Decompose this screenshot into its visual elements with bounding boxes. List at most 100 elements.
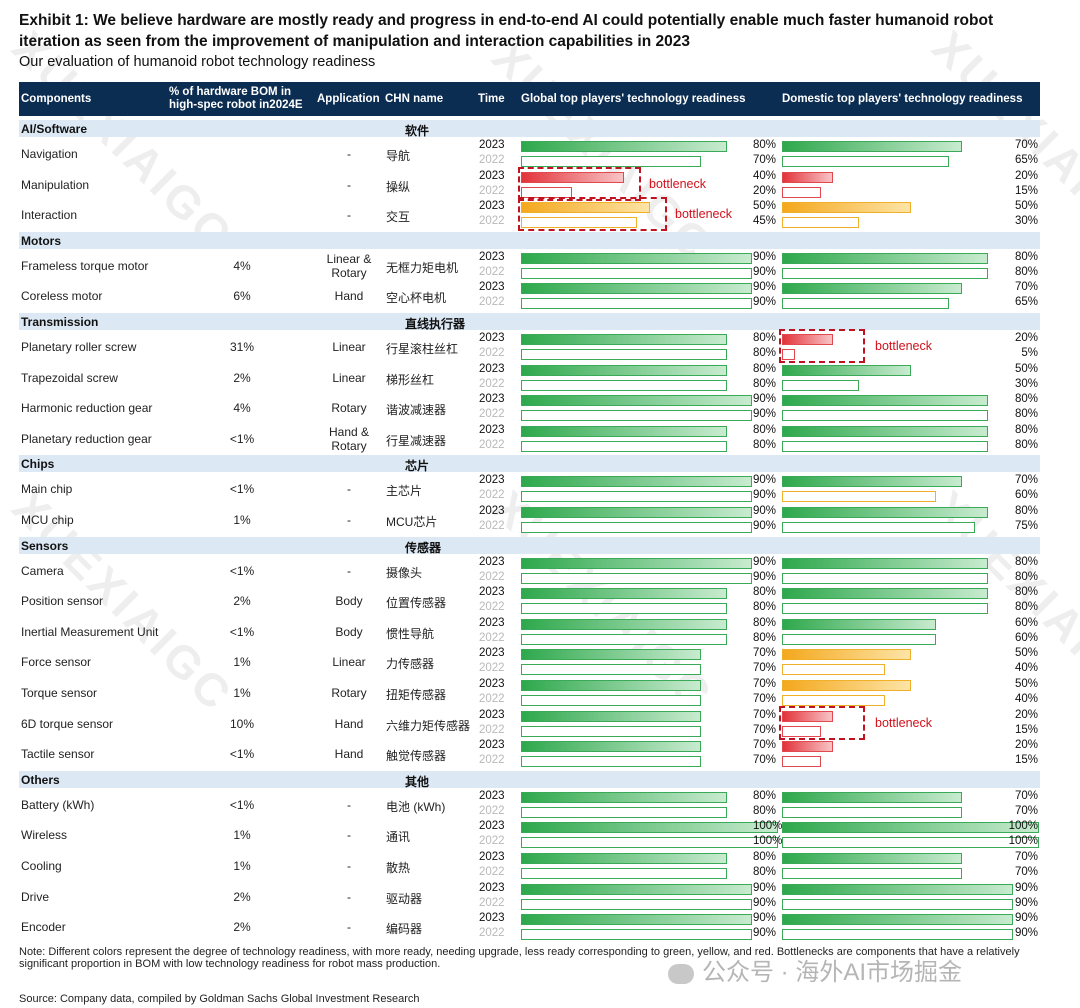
global-bar-2022 bbox=[521, 603, 727, 615]
domestic-bar-2023 bbox=[782, 618, 936, 630]
group-name: Transmission bbox=[21, 315, 99, 329]
global-pct-2022: 90% bbox=[753, 408, 777, 421]
global-pct-2023: 80% bbox=[753, 362, 777, 375]
domestic-pct-2023: 20% bbox=[1014, 169, 1038, 182]
domestic-bar-2022 bbox=[782, 410, 988, 422]
year-2023: 2023 bbox=[479, 505, 505, 517]
domestic-pct-2022: 80% bbox=[1014, 601, 1038, 614]
year-2023: 2023 bbox=[479, 912, 505, 925]
component-name: Encoder bbox=[21, 920, 66, 935]
global-pct-2023: 90% bbox=[753, 393, 777, 406]
domestic-bar-2022 bbox=[782, 491, 936, 503]
header-time: Time bbox=[478, 93, 505, 105]
component-name: Cooling bbox=[21, 859, 62, 873]
component-name: Main chip bbox=[21, 482, 73, 497]
component-name: Torque sensor bbox=[21, 686, 98, 700]
year-2023: 2023 bbox=[479, 423, 505, 436]
year-2022: 2022 bbox=[479, 896, 505, 909]
chn-name: 行星滚柱丝杠 bbox=[386, 342, 459, 356]
global-bar-2022 bbox=[521, 379, 727, 391]
global-pct-2022: 90% bbox=[753, 489, 777, 502]
domestic-pct-2022: 90% bbox=[1014, 896, 1038, 909]
application: Linear bbox=[332, 655, 366, 670]
global-pct-2023: 80% bbox=[753, 332, 777, 344]
year-2022: 2022 bbox=[479, 347, 505, 359]
chn-name: 谐波减速器 bbox=[386, 403, 447, 418]
global-bar-2023 bbox=[521, 649, 701, 661]
bom-share: 1% bbox=[233, 686, 251, 700]
application: Hand bbox=[334, 747, 364, 762]
year-2022: 2022 bbox=[479, 835, 505, 848]
global-bar-2023 bbox=[521, 883, 752, 895]
application: Hand & Rotary bbox=[328, 424, 370, 453]
group-chn-name: 传感器 bbox=[405, 540, 442, 555]
global-bar-2022 bbox=[521, 410, 752, 422]
domestic-bar-2023 bbox=[782, 395, 988, 407]
chn-name: 编码器 bbox=[386, 922, 423, 937]
global-pct-2023: 90% bbox=[753, 555, 777, 568]
global-bar-2023 bbox=[521, 588, 727, 600]
global-pct-2023: 90% bbox=[753, 250, 777, 263]
domestic-pct-2022: 80% bbox=[1014, 570, 1038, 583]
bom-share: 2% bbox=[233, 370, 251, 385]
component-name: Planetary roller screw bbox=[21, 340, 137, 354]
domestic-pct-2023: 70% bbox=[1014, 474, 1038, 487]
component-name: Harmonic reduction gear bbox=[21, 401, 153, 416]
domestic-bar-2022 bbox=[782, 217, 859, 229]
chn-name: 摄像头 bbox=[386, 565, 423, 580]
component-name: Frameless torque motor bbox=[21, 258, 149, 273]
global-pct-2022: 80% bbox=[753, 601, 777, 614]
global-bar-2022 bbox=[521, 440, 727, 452]
chn-name: 驱动器 bbox=[386, 891, 423, 906]
domestic-pct-2022: 80% bbox=[1014, 408, 1038, 421]
domestic-pct-2022: 75% bbox=[1014, 520, 1038, 532]
header-chn: CHN name bbox=[385, 93, 444, 105]
year-2023: 2023 bbox=[479, 678, 505, 690]
group-header: Chips 芯片 bbox=[19, 455, 1040, 473]
header-components: Components bbox=[21, 93, 92, 105]
component-name: Wireless bbox=[21, 828, 68, 843]
chn-name: 力传感器 bbox=[386, 657, 435, 672]
global-pct-2023: 80% bbox=[753, 616, 777, 629]
component-name: Coreless motor bbox=[21, 289, 103, 304]
application: - bbox=[347, 208, 351, 223]
year-2022: 2022 bbox=[479, 927, 505, 940]
chn-name: 操纵 bbox=[386, 179, 411, 194]
year-2022: 2022 bbox=[479, 662, 505, 675]
domestic-pct-2023: 80% bbox=[1014, 586, 1038, 599]
year-2023: 2023 bbox=[479, 169, 505, 182]
domestic-bar-2023 bbox=[782, 283, 962, 295]
global-pct-2022: 80% bbox=[753, 377, 777, 390]
global-pct-2022: 20% bbox=[753, 184, 777, 197]
domestic-pct-2022: 65% bbox=[1014, 296, 1038, 309]
domestic-bar-2023 bbox=[782, 171, 833, 183]
year-2023: 2023 bbox=[479, 139, 505, 151]
domestic-bar-2022 bbox=[782, 572, 988, 584]
domestic-pct-2023: 80% bbox=[1014, 423, 1038, 436]
global-pct-2023: 90% bbox=[753, 281, 777, 294]
global-bar-2023 bbox=[521, 283, 752, 295]
domestic-pct-2023: 20% bbox=[1014, 332, 1038, 344]
domestic-pct-2023: 70% bbox=[1014, 851, 1038, 863]
domestic-bar-2023 bbox=[782, 507, 988, 518]
year-2023: 2023 bbox=[479, 250, 505, 263]
global-pct-2023: 80% bbox=[753, 423, 777, 436]
global-bar-2022 bbox=[521, 349, 727, 360]
domestic-bar-2023 bbox=[782, 557, 988, 569]
domestic-bar-2023 bbox=[782, 914, 1013, 926]
domestic-bar-2023 bbox=[782, 334, 833, 345]
global-bar-2022 bbox=[521, 929, 752, 941]
chn-name: 扭矩传感器 bbox=[386, 688, 447, 702]
year-2022: 2022 bbox=[479, 754, 505, 767]
year-2023: 2023 bbox=[479, 820, 505, 833]
domestic-bar-2023 bbox=[782, 853, 962, 864]
global-bar-2023 bbox=[521, 171, 624, 183]
global-pct-2022: 90% bbox=[753, 896, 777, 909]
group-header: Motors bbox=[19, 231, 1040, 249]
bom-share: 1% bbox=[233, 859, 251, 873]
year-2022: 2022 bbox=[479, 215, 505, 228]
year-2023: 2023 bbox=[479, 281, 505, 294]
domestic-bar-2023 bbox=[782, 425, 988, 437]
group-chn-name: 软件 bbox=[405, 124, 430, 138]
domestic-bar-2023 bbox=[782, 680, 911, 691]
